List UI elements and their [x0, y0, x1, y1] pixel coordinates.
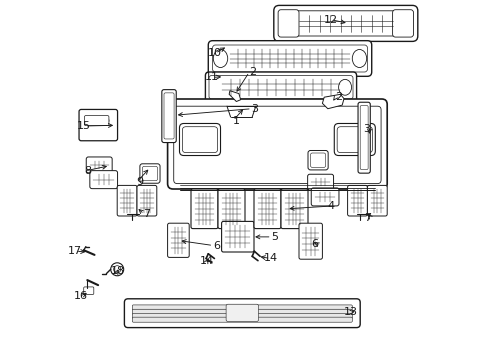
FancyBboxPatch shape: [337, 127, 372, 153]
FancyBboxPatch shape: [311, 153, 326, 167]
FancyBboxPatch shape: [179, 123, 220, 156]
Text: 1: 1: [233, 116, 240, 126]
FancyBboxPatch shape: [90, 171, 118, 189]
Text: 17: 17: [68, 246, 82, 256]
FancyBboxPatch shape: [392, 10, 414, 37]
FancyBboxPatch shape: [279, 11, 413, 36]
FancyBboxPatch shape: [132, 305, 352, 310]
FancyBboxPatch shape: [205, 72, 357, 103]
FancyBboxPatch shape: [124, 299, 360, 328]
Text: 18: 18: [111, 266, 125, 276]
FancyBboxPatch shape: [226, 304, 259, 321]
Text: 16: 16: [74, 291, 88, 301]
Text: 2: 2: [335, 92, 342, 102]
FancyBboxPatch shape: [164, 93, 174, 139]
FancyBboxPatch shape: [311, 188, 339, 206]
FancyBboxPatch shape: [360, 105, 368, 170]
Text: 9: 9: [136, 177, 144, 187]
Text: 12: 12: [324, 15, 338, 25]
FancyBboxPatch shape: [281, 189, 308, 229]
FancyBboxPatch shape: [132, 314, 352, 319]
FancyBboxPatch shape: [137, 185, 157, 216]
Text: 7: 7: [365, 213, 371, 223]
FancyBboxPatch shape: [143, 166, 157, 181]
FancyBboxPatch shape: [84, 116, 109, 126]
FancyBboxPatch shape: [162, 90, 176, 143]
FancyBboxPatch shape: [308, 174, 334, 190]
Polygon shape: [322, 94, 344, 109]
FancyBboxPatch shape: [254, 189, 281, 229]
FancyBboxPatch shape: [358, 102, 370, 173]
FancyBboxPatch shape: [368, 185, 387, 216]
Text: 5: 5: [271, 232, 278, 242]
FancyBboxPatch shape: [182, 127, 218, 153]
Ellipse shape: [114, 266, 121, 273]
Text: 3: 3: [251, 104, 258, 114]
Ellipse shape: [213, 49, 228, 68]
Text: 8: 8: [84, 166, 91, 176]
Text: 6: 6: [311, 239, 318, 249]
Text: 15: 15: [77, 121, 91, 131]
Text: 3: 3: [363, 124, 370, 134]
Ellipse shape: [90, 117, 97, 124]
FancyBboxPatch shape: [191, 189, 218, 229]
FancyBboxPatch shape: [79, 109, 118, 141]
FancyBboxPatch shape: [278, 10, 299, 37]
Text: 2: 2: [249, 67, 256, 77]
Text: 13: 13: [344, 307, 358, 317]
FancyBboxPatch shape: [347, 185, 368, 216]
FancyBboxPatch shape: [334, 123, 375, 156]
FancyBboxPatch shape: [274, 5, 418, 41]
Ellipse shape: [352, 49, 367, 68]
FancyBboxPatch shape: [168, 99, 387, 189]
FancyBboxPatch shape: [221, 221, 254, 252]
Text: 14: 14: [264, 253, 278, 264]
FancyBboxPatch shape: [174, 106, 381, 184]
FancyBboxPatch shape: [84, 287, 94, 294]
FancyBboxPatch shape: [213, 45, 368, 72]
Ellipse shape: [111, 263, 123, 276]
Ellipse shape: [339, 79, 351, 95]
FancyBboxPatch shape: [132, 309, 352, 314]
FancyBboxPatch shape: [140, 164, 160, 183]
Text: 14: 14: [199, 256, 214, 266]
FancyBboxPatch shape: [86, 157, 112, 173]
FancyBboxPatch shape: [299, 223, 322, 259]
Ellipse shape: [102, 117, 109, 124]
Text: 7: 7: [144, 209, 151, 219]
FancyBboxPatch shape: [308, 150, 328, 170]
FancyBboxPatch shape: [218, 189, 245, 229]
FancyBboxPatch shape: [209, 76, 353, 99]
FancyBboxPatch shape: [117, 185, 137, 216]
Text: 10: 10: [208, 48, 221, 58]
FancyBboxPatch shape: [208, 41, 372, 76]
Polygon shape: [229, 91, 241, 102]
Text: 11: 11: [205, 72, 219, 82]
FancyBboxPatch shape: [168, 223, 189, 257]
Text: 6: 6: [213, 240, 220, 251]
Text: 4: 4: [327, 201, 334, 211]
FancyBboxPatch shape: [132, 317, 352, 322]
